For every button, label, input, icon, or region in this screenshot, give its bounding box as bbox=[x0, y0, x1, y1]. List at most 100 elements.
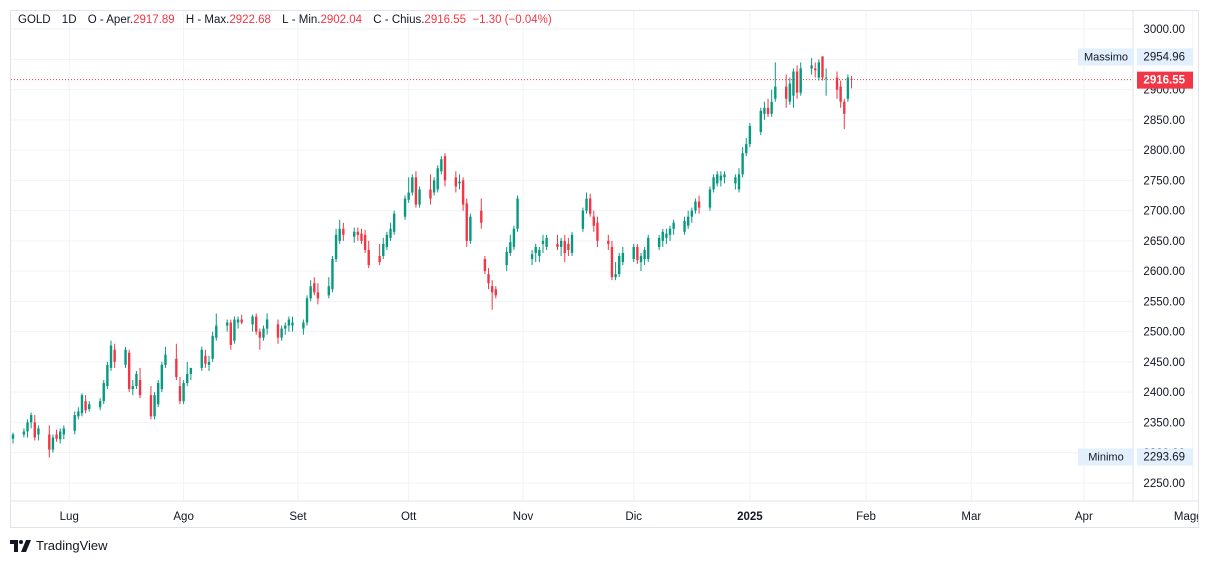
candle-body-down bbox=[414, 177, 418, 205]
candle-body-up bbox=[647, 237, 650, 260]
candle-body-down bbox=[610, 246, 614, 278]
candle-body-up bbox=[643, 249, 646, 260]
x-tick-label: Ott bbox=[401, 511, 417, 523]
candle-body-down bbox=[480, 210, 483, 223]
candle-body-down bbox=[113, 349, 116, 362]
candle-body-up bbox=[382, 243, 385, 256]
ohlc-legend: GOLD 1D O - Aper.2917.89 H - Max.2922.68… bbox=[18, 14, 552, 26]
y-tick-label: 2550.00 bbox=[1143, 296, 1185, 308]
candle-body-down bbox=[697, 201, 701, 208]
candle-body-down bbox=[316, 292, 320, 299]
tradingview-logo[interactable]: TradingView bbox=[10, 538, 108, 553]
candle-body-down bbox=[814, 68, 817, 71]
candle-body-up bbox=[657, 237, 661, 247]
candle-body-up bbox=[189, 367, 193, 374]
candle-body-up bbox=[763, 107, 766, 114]
candle-body-down bbox=[483, 259, 487, 272]
candle-body-down bbox=[556, 243, 559, 247]
chart-panel[interactable]: 2250.002300.002350.002400.002450.002500.… bbox=[10, 10, 1199, 528]
candle-body-up bbox=[62, 428, 66, 435]
candle-body-down bbox=[454, 177, 458, 187]
candle-body-up bbox=[418, 189, 421, 205]
legend-high-label: H bbox=[185, 14, 195, 26]
candle-body-up bbox=[683, 220, 686, 232]
legend-interval[interactable]: 1D bbox=[61, 14, 77, 26]
x-tick-label: Mar bbox=[961, 511, 981, 523]
candlestick-chart[interactable]: 2250.002300.002350.002400.002450.002500.… bbox=[11, 11, 1198, 527]
candle-body-up bbox=[353, 231, 356, 237]
candle-body-up bbox=[621, 252, 625, 263]
candle-body-down bbox=[563, 240, 566, 253]
candle-body-down bbox=[588, 198, 592, 214]
legend-change-value: −1.30 (−0.04%) bbox=[472, 14, 552, 26]
x-tick-label: Apr bbox=[1075, 511, 1093, 523]
candle-body-up bbox=[411, 177, 414, 193]
legend-close-value: 2916.55 bbox=[424, 14, 466, 26]
legend-open-value: 2917.89 bbox=[133, 14, 175, 26]
candle-body-up bbox=[182, 383, 185, 402]
legend-low-text: - Min. bbox=[291, 14, 321, 26]
candle-body-up bbox=[694, 201, 697, 211]
candle-body-down bbox=[839, 86, 842, 102]
candle-body-up bbox=[723, 174, 726, 178]
legend-open-text: - Aper. bbox=[99, 14, 134, 26]
candle-body-down bbox=[276, 324, 280, 338]
max-badge-label-bg bbox=[1078, 48, 1134, 66]
y-tick-label: 2650.00 bbox=[1143, 236, 1185, 248]
candle-body-up bbox=[207, 361, 211, 365]
candle-body-up bbox=[570, 234, 574, 253]
candle-body-up bbox=[716, 174, 719, 184]
candle-body-down bbox=[342, 228, 345, 235]
candle-body-up bbox=[22, 431, 26, 435]
candle-body-up bbox=[327, 286, 331, 296]
candle-body-down bbox=[766, 107, 770, 114]
candle-body-down bbox=[487, 274, 490, 284]
candle-body-up bbox=[265, 319, 269, 329]
candle-body-up bbox=[469, 216, 472, 241]
candle-body-up bbox=[668, 228, 672, 235]
candle-body-up bbox=[251, 316, 254, 325]
max-badge-value-bg bbox=[1137, 48, 1193, 66]
x-tick-label: Nov bbox=[513, 511, 534, 523]
candle-body-up bbox=[309, 286, 312, 299]
candle-body-up bbox=[708, 189, 712, 208]
min-badge-value: 2293.69 bbox=[1143, 451, 1185, 463]
candle-body-down bbox=[175, 358, 178, 377]
legend-low-value: 2902.04 bbox=[320, 14, 363, 26]
candle-body-down bbox=[592, 216, 595, 226]
candle-body-up bbox=[131, 386, 134, 390]
candle-body-up bbox=[233, 319, 236, 341]
candle-body-up bbox=[385, 234, 389, 247]
candle-body-up bbox=[690, 210, 694, 217]
candle-body-up bbox=[748, 125, 752, 145]
min-badge-value-bg bbox=[1137, 448, 1193, 466]
max-badge-label: Massimo bbox=[1084, 51, 1128, 63]
candle-body-up bbox=[389, 228, 392, 238]
candle-body-up bbox=[774, 86, 777, 99]
last-price-badge-value: 2916.55 bbox=[1143, 75, 1185, 87]
candle-body-up bbox=[788, 83, 792, 102]
candle-body-up bbox=[291, 322, 294, 326]
legend-symbol[interactable]: GOLD bbox=[18, 14, 51, 26]
candle-body-up bbox=[614, 274, 617, 278]
candle-body-up bbox=[745, 144, 748, 154]
candle-body-down bbox=[490, 286, 494, 293]
legend-high-text: - Max. bbox=[197, 14, 230, 26]
candle-body-up bbox=[538, 249, 541, 256]
min-badge-label-bg bbox=[1078, 448, 1134, 466]
x-tick-label: Set bbox=[289, 511, 307, 523]
min-badge-label: Minimo bbox=[1088, 451, 1123, 463]
candle-body-up bbox=[436, 168, 439, 190]
candle-body-up bbox=[530, 254, 534, 260]
candle-body-down bbox=[229, 322, 232, 345]
candle-body-up bbox=[225, 322, 229, 326]
candle-body-up bbox=[331, 259, 334, 290]
candle-body-down bbox=[356, 231, 360, 235]
legend-open-label: O bbox=[87, 14, 97, 26]
candle-body-up bbox=[541, 240, 545, 244]
legend-close-text: - Chius. bbox=[384, 14, 425, 26]
legend-high-value: 2922.68 bbox=[229, 14, 271, 26]
candle-body-up bbox=[77, 411, 80, 417]
candle-body-up bbox=[639, 256, 643, 263]
candle-body-up bbox=[80, 395, 84, 414]
